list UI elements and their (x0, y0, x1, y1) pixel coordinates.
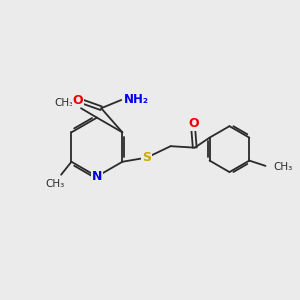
Text: NH₂: NH₂ (124, 93, 148, 106)
Text: CH₃: CH₃ (46, 178, 65, 188)
Text: O: O (188, 117, 199, 130)
Text: CH₃: CH₃ (274, 162, 293, 172)
Text: N: N (92, 170, 102, 183)
Text: CH₃: CH₃ (54, 98, 74, 108)
Text: O: O (72, 94, 83, 107)
Text: S: S (142, 151, 151, 164)
